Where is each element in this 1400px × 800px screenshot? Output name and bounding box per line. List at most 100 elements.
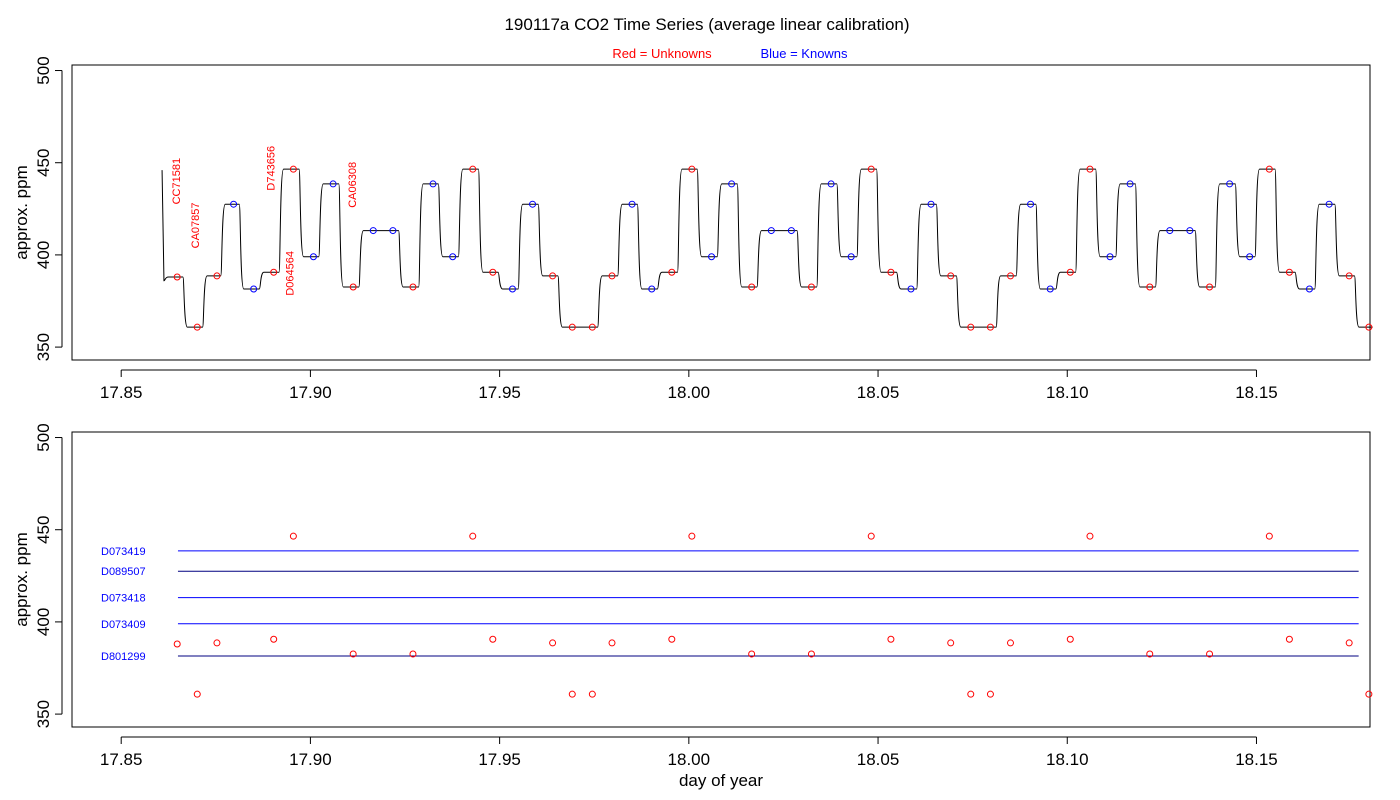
known-point — [369, 227, 377, 235]
known-point — [1186, 227, 1194, 235]
unknown-point — [469, 532, 477, 540]
unknown-point — [967, 323, 975, 331]
reference-line-label: D073419 — [101, 546, 146, 558]
known-point — [648, 285, 656, 293]
reference-line-label: D089507 — [101, 566, 146, 578]
unknown-point — [867, 532, 875, 540]
known-point — [847, 253, 855, 261]
unknown-point — [349, 650, 357, 658]
known-point — [1246, 253, 1254, 261]
unknown-point — [1146, 283, 1154, 291]
y-tick-label: 400 — [34, 608, 53, 636]
known-point — [1106, 253, 1114, 261]
x-axis-label: day of year — [679, 771, 763, 790]
unknown-point — [1206, 650, 1214, 658]
known-point — [767, 227, 775, 235]
chart-title: 190117a CO2 Time Series (average linear … — [504, 15, 909, 34]
known-point — [1226, 180, 1234, 188]
known-point — [508, 285, 516, 293]
known-point — [1325, 200, 1333, 208]
unknown-point — [213, 639, 221, 647]
co2-trace-line — [161, 168, 1373, 328]
unknown-point — [1285, 635, 1293, 643]
legend-unknowns: Red = Unknowns — [612, 46, 712, 61]
known-point — [309, 253, 317, 261]
unknown-point — [1345, 639, 1353, 647]
unknown-point — [1066, 635, 1074, 643]
unknown-point — [688, 165, 696, 173]
unknown-point — [289, 165, 297, 173]
sample-annotation: D743656 — [265, 146, 277, 191]
unknown-point — [1285, 268, 1293, 276]
unknown-point — [967, 690, 975, 698]
unknown-point — [887, 268, 895, 276]
unknown-point — [1206, 283, 1214, 291]
unknown-point — [289, 532, 297, 540]
x-tick-label: 18.00 — [668, 750, 711, 769]
plot-frame — [71, 64, 1371, 361]
unknown-point — [193, 690, 201, 698]
known-point — [1126, 180, 1134, 188]
x-tick-label: 18.00 — [668, 383, 711, 402]
unknown-point — [469, 165, 477, 173]
x-tick-label: 17.90 — [289, 750, 332, 769]
unknown-point — [1006, 639, 1014, 647]
unknown-point — [608, 272, 616, 280]
x-tick-label: 18.05 — [857, 383, 900, 402]
unknown-point — [173, 640, 181, 648]
x-tick-label: 17.95 — [478, 750, 521, 769]
reference-line-label: D073418 — [101, 593, 146, 605]
top-panel: 17.85 17.90 17.95 18.00 18.05 18.10 18.15 350 40… — [12, 56, 1373, 402]
reference-line-label: D801299 — [101, 651, 146, 663]
unknown-point — [1265, 532, 1273, 540]
bottom-panel: 17.85 17.90 17.95 18.00 18.05 18.10 18.15 350 40… — [12, 423, 1373, 790]
unknown-point — [270, 635, 278, 643]
x-tick-label: 18.15 — [1235, 750, 1278, 769]
sample-annotation: CA07857 — [190, 202, 202, 248]
y-tick-label: 500 — [34, 56, 53, 84]
known-point — [1305, 285, 1313, 293]
unknown-point — [588, 323, 596, 331]
unknown-point — [748, 650, 756, 658]
unknown-point — [1006, 272, 1014, 280]
y-axis-label: approx. ppm — [12, 532, 31, 627]
known-point — [1166, 227, 1174, 235]
unknown-point — [173, 273, 181, 281]
known-point — [429, 180, 437, 188]
plot-frame — [71, 431, 1371, 728]
x-tick-label: 18.10 — [1046, 383, 1089, 402]
y-tick-label: 400 — [34, 241, 53, 269]
unknown-point — [1365, 690, 1373, 698]
known-point — [449, 253, 457, 261]
known-point — [230, 200, 238, 208]
unknown-point — [1345, 272, 1353, 280]
y-tick-label: 450 — [34, 149, 53, 177]
x-tick-label: 17.85 — [100, 750, 143, 769]
known-point — [827, 180, 835, 188]
unknown-point — [213, 272, 221, 280]
unknown-point — [568, 690, 576, 698]
unknown-point — [807, 283, 815, 291]
unknown-point — [1066, 268, 1074, 276]
unknown-point — [1365, 323, 1373, 331]
known-point — [1027, 200, 1035, 208]
y-tick-label: 450 — [34, 516, 53, 544]
unknown-point — [668, 635, 676, 643]
known-point — [628, 200, 636, 208]
unknown-point — [270, 268, 278, 276]
x-tick-label: 18.05 — [857, 750, 900, 769]
unknown-point — [409, 650, 417, 658]
unknown-point — [1265, 165, 1273, 173]
known-point — [529, 200, 537, 208]
known-point — [787, 227, 795, 235]
x-tick-label: 17.90 — [289, 383, 332, 402]
x-tick-label: 17.95 — [478, 383, 521, 402]
unknown-point — [947, 639, 955, 647]
unknown-point — [409, 283, 417, 291]
unknown-point — [588, 690, 596, 698]
sample-annotation: CA06308 — [347, 162, 359, 208]
known-point — [1046, 285, 1054, 293]
unknown-point — [489, 635, 497, 643]
unknown-point — [887, 635, 895, 643]
